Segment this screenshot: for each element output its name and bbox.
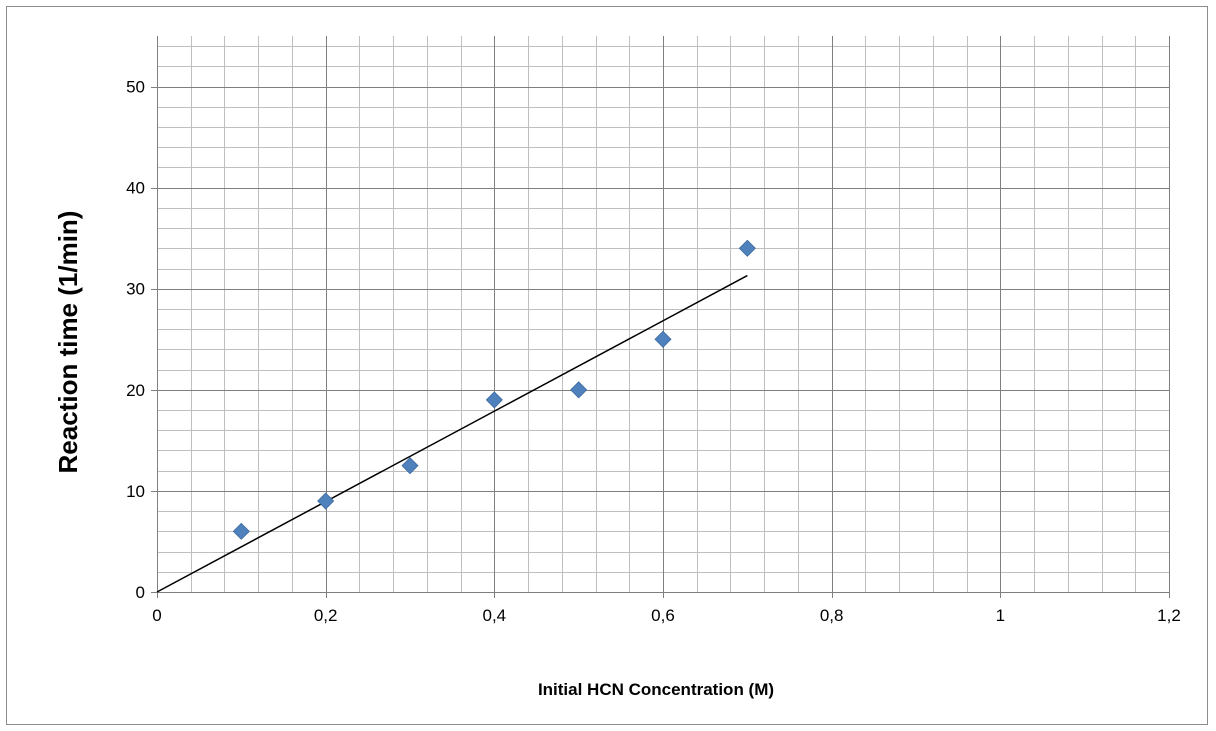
x-axis-label: Initial HCN Concentration (M) [538, 680, 774, 699]
data-point [738, 239, 756, 257]
y-tick-label: 10 [126, 482, 145, 501]
x-tick-label: 1 [996, 606, 1005, 625]
x-tick-label: 0,6 [651, 606, 675, 625]
trendline-group [156, 274, 748, 593]
data-point [570, 381, 588, 399]
x-tick-label: 0,4 [483, 606, 507, 625]
data-point [401, 457, 419, 475]
chart-area [6, 6, 1208, 725]
y-tick-label: 30 [126, 280, 145, 299]
x-tick-labels: 0 0,2 0,4 0,6 0,8 1 1,2 [152, 606, 1181, 625]
y-axis-label: Reaction time (1/min) [53, 211, 83, 474]
y-tick-label: 20 [126, 381, 145, 400]
data-point [317, 492, 335, 510]
axes [151, 36, 1170, 598]
major-gridlines [157, 36, 1170, 593]
data-point [654, 330, 672, 348]
x-tick-label: 0,2 [314, 606, 338, 625]
y-tick-label: 0 [136, 583, 145, 602]
y-tick-label: 50 [126, 78, 145, 97]
x-tick-label: 0,8 [820, 606, 844, 625]
y-tick-label: 40 [126, 179, 145, 198]
trendline [156, 274, 748, 593]
x-tick-label: 1,2 [1157, 606, 1181, 625]
data-point [485, 391, 503, 409]
y-tick-labels: 0 10 20 30 40 50 [126, 78, 145, 602]
x-tick-label: 0 [152, 606, 161, 625]
data-points [232, 239, 756, 540]
data-point [232, 522, 250, 540]
